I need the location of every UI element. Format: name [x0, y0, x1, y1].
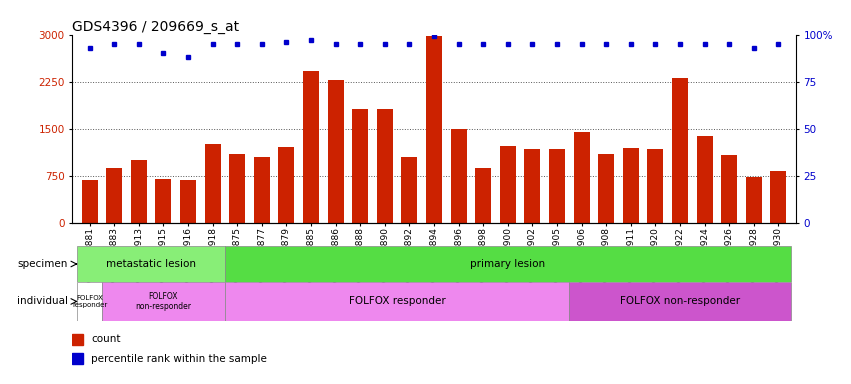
Text: count: count: [92, 334, 121, 344]
Text: individual: individual: [17, 296, 68, 306]
Bar: [77, 282, 102, 321]
Bar: [745, 177, 762, 223]
Bar: [225, 282, 569, 321]
Bar: [377, 109, 393, 223]
Bar: [72, 353, 83, 364]
Bar: [672, 78, 688, 223]
Bar: [82, 180, 98, 223]
Bar: [648, 149, 664, 223]
Text: GDS4396 / 209669_s_at: GDS4396 / 209669_s_at: [72, 20, 239, 33]
Bar: [451, 129, 466, 223]
Bar: [204, 144, 220, 223]
Bar: [303, 71, 319, 223]
Bar: [549, 149, 565, 223]
Bar: [524, 149, 540, 223]
Bar: [475, 168, 491, 223]
Bar: [102, 282, 225, 321]
Bar: [225, 246, 791, 282]
Bar: [278, 147, 294, 223]
Bar: [156, 179, 171, 223]
Bar: [180, 180, 196, 223]
Bar: [569, 282, 791, 321]
Text: FOLFOX responder: FOLFOX responder: [349, 296, 445, 306]
Bar: [131, 160, 146, 223]
Bar: [770, 171, 786, 223]
Bar: [500, 146, 516, 223]
Bar: [72, 334, 83, 345]
Bar: [402, 157, 417, 223]
Bar: [254, 157, 270, 223]
Bar: [623, 148, 639, 223]
Text: specimen: specimen: [18, 259, 68, 269]
Text: primary lesion: primary lesion: [471, 259, 545, 269]
Bar: [598, 154, 614, 223]
Text: FOLFOX
responder: FOLFOX responder: [72, 295, 107, 308]
Text: FOLFOX non-responder: FOLFOX non-responder: [620, 296, 740, 306]
Bar: [352, 109, 368, 223]
Bar: [574, 132, 590, 223]
Bar: [697, 136, 712, 223]
Bar: [106, 168, 123, 223]
Text: metastatic lesion: metastatic lesion: [106, 259, 196, 269]
Text: percentile rank within the sample: percentile rank within the sample: [92, 354, 267, 364]
Bar: [426, 36, 442, 223]
Text: FOLFOX
non-responder: FOLFOX non-responder: [135, 292, 191, 311]
Bar: [77, 246, 225, 282]
Bar: [229, 154, 245, 223]
Bar: [328, 80, 344, 223]
Bar: [722, 155, 737, 223]
